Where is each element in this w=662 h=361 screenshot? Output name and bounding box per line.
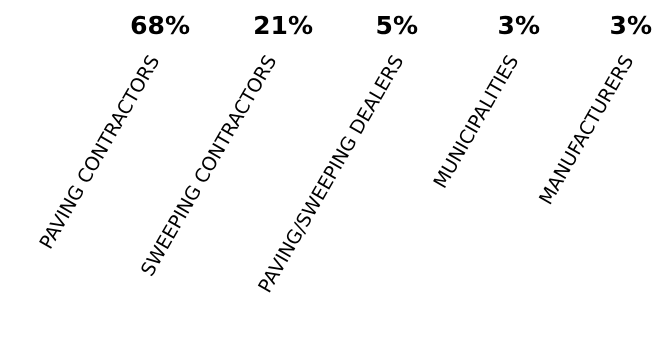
category-label-paving-sweeping-dealers: PAVING/SWEEPING DEALERS xyxy=(254,52,408,297)
category-label-paving-contractors: PAVING CONTRACTORS xyxy=(35,52,164,253)
category-label-municipalities: MUNICIPALITIES xyxy=(429,52,523,193)
value-label-paving-contractors: 68% xyxy=(130,11,190,40)
value-label-sweeping-contractors: 21% xyxy=(253,11,313,40)
category-label-manufacturers: MANUFACTURERS xyxy=(535,52,638,209)
percentage-labels: 68% 21% 5% 3% 3% xyxy=(130,11,652,40)
category-label-sweeping-contractors: SWEEPING CONTRACTORS xyxy=(137,52,282,280)
value-label-paving-sweeping-dealers: 5% xyxy=(376,11,418,40)
value-label-municipalities: 3% xyxy=(498,11,540,40)
value-label-manufacturers: 3% xyxy=(610,11,652,40)
